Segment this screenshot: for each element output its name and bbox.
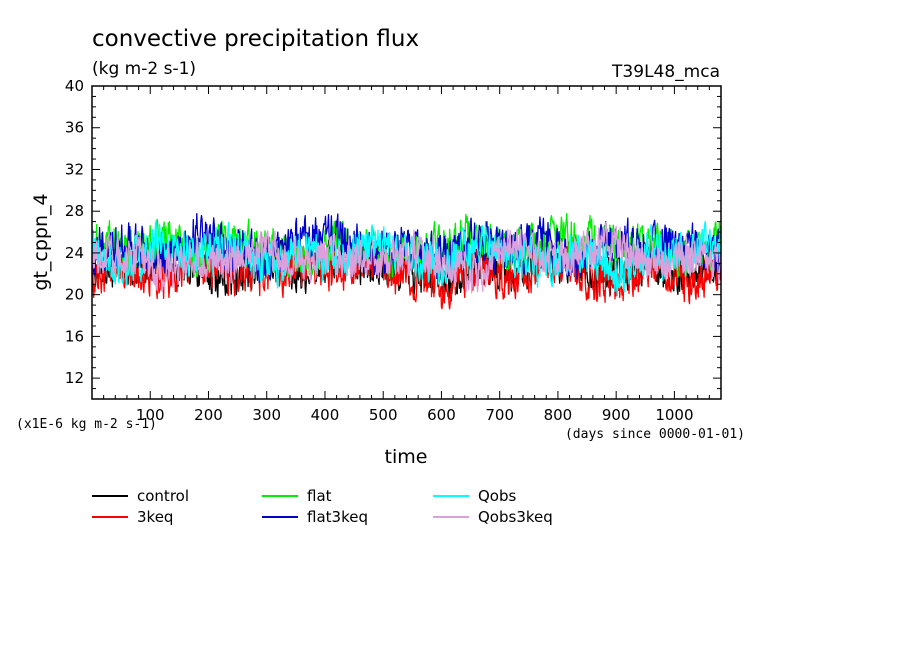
x-tick-label: 1000 <box>655 406 693 424</box>
scale-note: (x1E-6 kg m-2 s-1) <box>16 417 157 432</box>
x-tick-label: 300 <box>252 406 281 424</box>
y-tick-label: 28 <box>65 202 84 220</box>
y-tick-label: 36 <box>65 119 84 137</box>
legend: control 3keq flat flat3keq Qobs Qobs3keq <box>92 487 553 526</box>
x-tick-label: 600 <box>427 406 456 424</box>
legend-label: 3keq <box>137 508 173 526</box>
x-tick-label: 900 <box>602 406 631 424</box>
y-tick-label: 32 <box>65 160 84 178</box>
y-tick-label: 40 <box>65 77 84 95</box>
y-axis-label: gt_cppn_4 <box>30 193 52 290</box>
y-tick-label: 24 <box>65 244 84 262</box>
y-tick-label: 16 <box>65 327 84 345</box>
x-axis: 100 200 300 400 500 600 700 800 900 1000 <box>103 86 722 424</box>
series-layer <box>92 212 721 310</box>
x-tick-label: 400 <box>311 406 340 424</box>
legend-label: Qobs3keq <box>478 508 553 526</box>
chart-model-label: T39L48_mca <box>611 62 720 82</box>
x-axis-label: time <box>385 446 428 468</box>
legend-label: flat <box>307 487 332 505</box>
legend-label: flat3keq <box>307 508 368 526</box>
x-tick-label: 500 <box>369 406 398 424</box>
y-tick-label: 12 <box>65 369 84 387</box>
y-tick-label: 20 <box>65 286 84 304</box>
y-axis: 12 16 20 24 28 32 36 40 <box>65 77 721 400</box>
chart-units-label: (kg m-2 s-1) <box>92 59 196 79</box>
x-tick-label: 700 <box>485 406 514 424</box>
legend-label: Qobs <box>478 487 517 505</box>
x-tick-label: 800 <box>544 406 573 424</box>
legend-label: control <box>137 487 189 505</box>
x-tick-label: 100 <box>136 406 165 424</box>
series-line-qobs3keq <box>92 222 721 294</box>
time-note: (days since 0000-01-01) <box>565 427 745 442</box>
chart-title: convective precipitation flux <box>92 26 419 52</box>
x-tick-label: 200 <box>194 406 223 424</box>
